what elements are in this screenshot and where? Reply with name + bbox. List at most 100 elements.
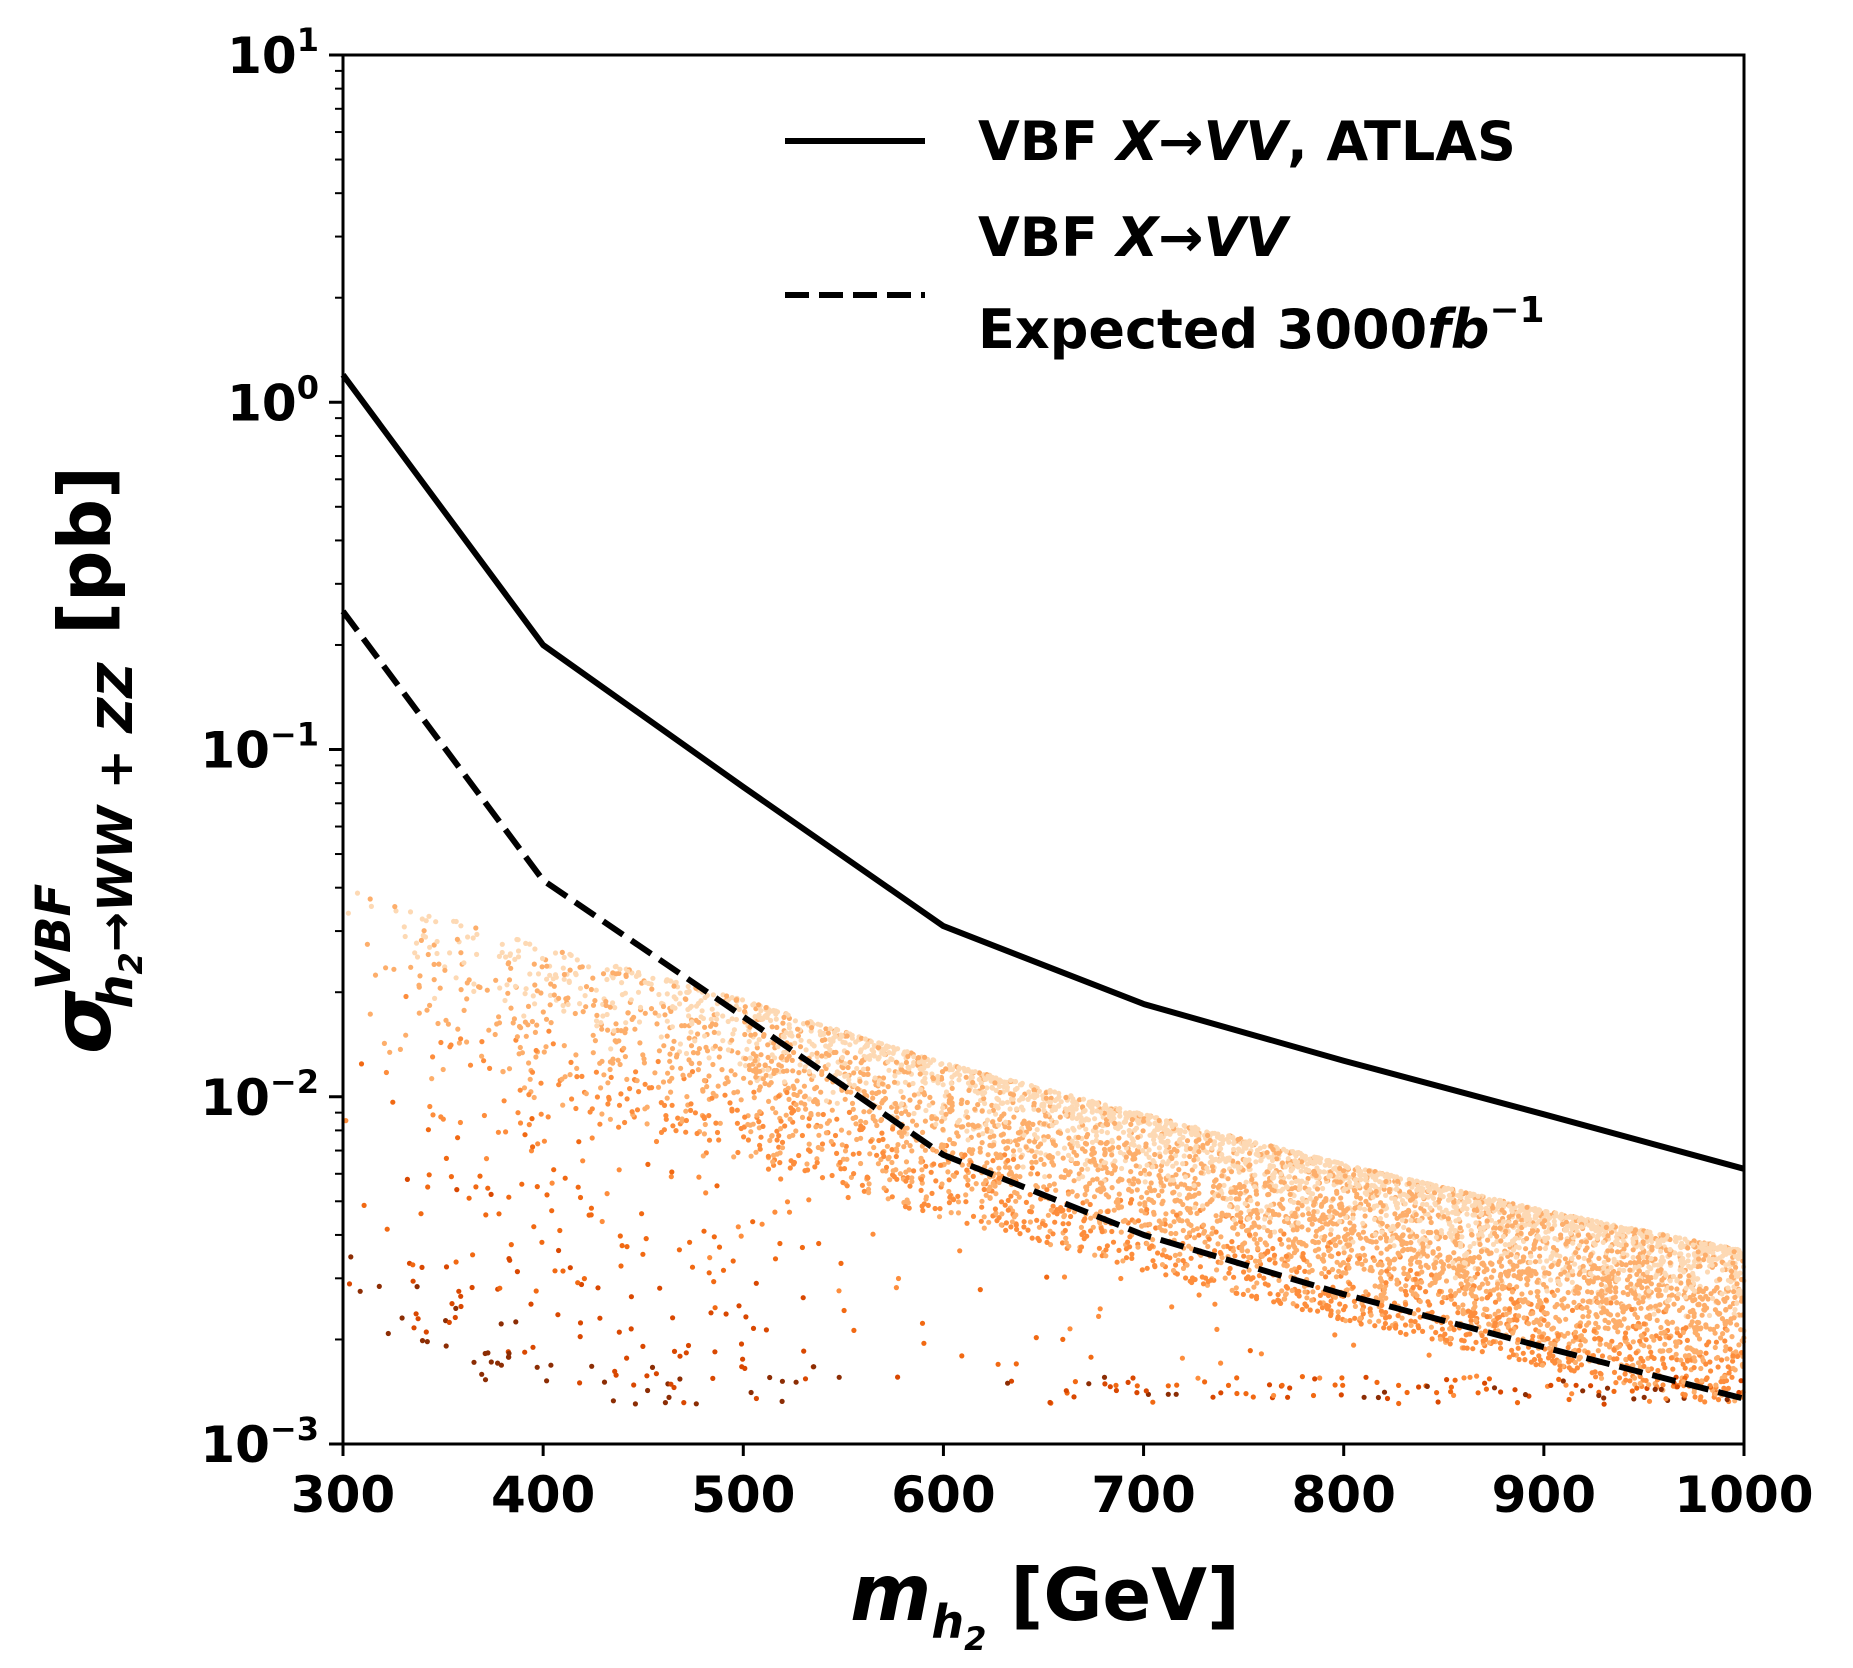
- scatter-point: [1143, 1141, 1149, 1147]
- scatter-point: [549, 1180, 555, 1186]
- scatter-point: [1424, 1201, 1430, 1208]
- scatter-point: [640, 1343, 646, 1349]
- scatter-point: [434, 950, 440, 957]
- scatter-point: [1014, 1142, 1021, 1148]
- scatter-point: [1254, 1201, 1261, 1207]
- scatter-point: [756, 1037, 762, 1043]
- scatter-point: [811, 1098, 817, 1105]
- scatter-point: [1615, 1270, 1621, 1276]
- scatter-point: [1554, 1301, 1560, 1308]
- scatter-point: [1430, 1250, 1436, 1256]
- scatter-point: [1332, 1382, 1338, 1388]
- scatter-point: [1624, 1284, 1630, 1290]
- scatter-point: [1188, 1255, 1194, 1261]
- scatter-point: [464, 1039, 470, 1045]
- scatter-point: [741, 1075, 747, 1081]
- scatter-point: [1350, 1284, 1356, 1290]
- scatter-point: [1565, 1330, 1571, 1336]
- scatter-point: [1158, 1168, 1164, 1174]
- scatter-point: [742, 1008, 748, 1015]
- scatter-point: [738, 1341, 745, 1347]
- scatter-point: [1188, 1130, 1194, 1136]
- scatter-point: [975, 1102, 981, 1108]
- scatter-point: [1516, 1303, 1522, 1309]
- scatter-point: [1370, 1173, 1377, 1179]
- scatter-point: [1270, 1245, 1276, 1252]
- scatter-point: [897, 1171, 904, 1177]
- scatter-point: [1442, 1234, 1448, 1240]
- scatter-point: [766, 1098, 772, 1104]
- scatter-point: [1328, 1298, 1334, 1304]
- scatter-point: [930, 1146, 936, 1152]
- scatter-point: [548, 1020, 554, 1026]
- scatter-point: [1319, 1305, 1325, 1311]
- scatter-point: [1038, 1150, 1044, 1156]
- scatter-point: [945, 1169, 951, 1175]
- scatter-point: [720, 1038, 726, 1044]
- scatter-point: [581, 1276, 588, 1282]
- scatter-point: [1699, 1378, 1705, 1384]
- scatter-point: [1151, 1199, 1157, 1205]
- scatter-point: [892, 1073, 898, 1079]
- scatter-point: [928, 1169, 934, 1175]
- scatter-point: [1361, 1252, 1368, 1258]
- scatter-point: [802, 1093, 808, 1099]
- scatter-point: [1151, 1211, 1157, 1217]
- scatter-point: [673, 1054, 680, 1060]
- scatter-point: [376, 1283, 382, 1289]
- scatter-point: [893, 1285, 900, 1291]
- scatter-point: [688, 1043, 695, 1049]
- scatter-point: [1200, 1222, 1207, 1228]
- scatter-point: [1338, 1195, 1344, 1201]
- scatter-point: [1506, 1354, 1512, 1360]
- scatter-point: [815, 1111, 821, 1117]
- scatter-point: [1499, 1286, 1506, 1292]
- scatter-point: [964, 1128, 970, 1134]
- scatter-point: [1014, 1226, 1020, 1232]
- scatter-point: [1524, 1204, 1530, 1210]
- scatter-point: [1427, 1205, 1433, 1211]
- scatter-point: [1520, 1350, 1526, 1356]
- scatter-point: [1670, 1273, 1677, 1280]
- scatter-point: [1089, 1139, 1095, 1145]
- scatter-point: [560, 1268, 566, 1274]
- scatter-point: [885, 1196, 891, 1202]
- scatter-point: [1094, 1176, 1100, 1182]
- scatter-point: [1581, 1328, 1588, 1334]
- scatter-point: [544, 1192, 550, 1198]
- scatter-point: [1473, 1294, 1479, 1300]
- scatter-point: [1221, 1244, 1227, 1250]
- scatter-point: [618, 1263, 624, 1269]
- scatter-point: [1319, 1225, 1325, 1231]
- scatter-point: [1182, 1129, 1188, 1135]
- scatter-point: [1125, 1239, 1131, 1245]
- scatter-point: [1610, 1295, 1616, 1301]
- scatter-point: [1305, 1206, 1311, 1212]
- scatter-point: [1502, 1306, 1508, 1312]
- scatter-point: [619, 1243, 625, 1249]
- scatter-point: [1089, 1109, 1095, 1115]
- scatter-point: [683, 1050, 690, 1057]
- scatter-point: [1427, 1282, 1433, 1288]
- scatter-point: [1255, 1215, 1261, 1221]
- scatter-point: [1120, 1258, 1126, 1264]
- scatter-point: [1131, 1176, 1137, 1182]
- scatter-point: [466, 1195, 472, 1201]
- scatter-point: [1102, 1381, 1108, 1387]
- scatter-point: [1241, 1269, 1247, 1275]
- scatter-point: [963, 1192, 969, 1198]
- scatter-point: [457, 1119, 463, 1126]
- scatter-point: [1702, 1399, 1708, 1405]
- scatter-point: [1011, 1114, 1017, 1120]
- scatter-point: [844, 1183, 850, 1189]
- scatter-point: [919, 1167, 925, 1173]
- scatter-point: [1059, 1240, 1066, 1246]
- scatter-point: [1075, 1143, 1081, 1149]
- scatter-point: [1158, 1179, 1164, 1185]
- scatter-point: [1734, 1353, 1741, 1359]
- scatter-point: [1003, 1146, 1009, 1152]
- scatter-point: [1578, 1342, 1584, 1348]
- scatter-point: [703, 1190, 709, 1196]
- scatter-point: [529, 1018, 536, 1025]
- scatter-point: [1725, 1364, 1731, 1370]
